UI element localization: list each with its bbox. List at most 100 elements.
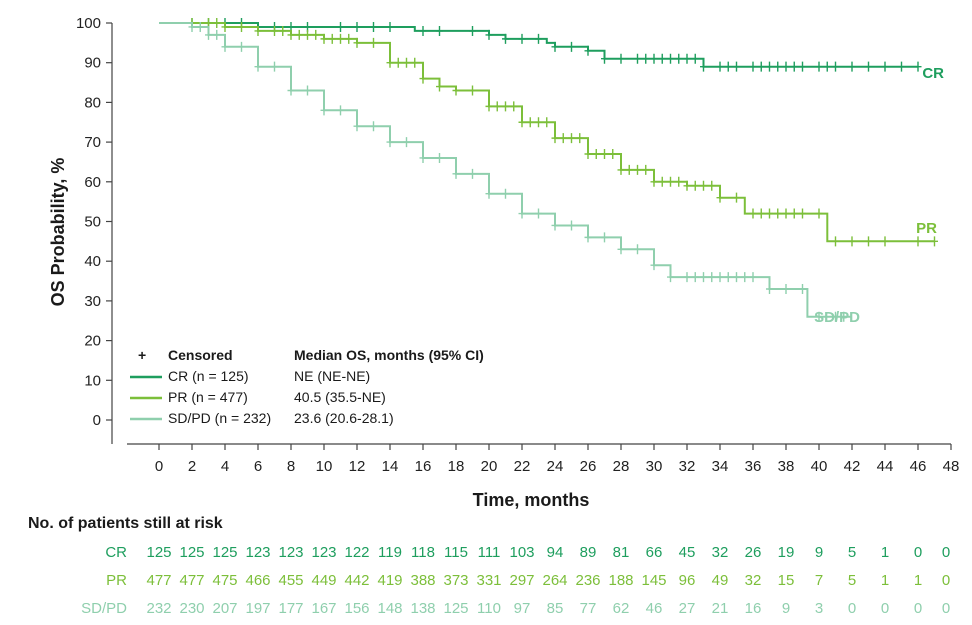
legend-median-value: 23.6 (20.6-28.1) bbox=[294, 410, 394, 426]
censor-mark bbox=[510, 101, 518, 112]
risk-count: 9 bbox=[782, 600, 790, 617]
censor-mark bbox=[518, 33, 526, 44]
censor-mark bbox=[749, 272, 757, 283]
risk-count: 85 bbox=[547, 600, 564, 617]
censor-mark bbox=[419, 152, 427, 163]
censor-mark bbox=[221, 21, 229, 32]
censor-mark bbox=[213, 18, 221, 28]
censor-mark bbox=[485, 188, 493, 199]
x-tick-label: 42 bbox=[844, 458, 861, 475]
risk-count: 16 bbox=[745, 600, 762, 617]
y-tick-label: 100 bbox=[76, 15, 101, 32]
censor-mark bbox=[353, 37, 361, 48]
risk-count: 19 bbox=[778, 544, 795, 561]
legend-series-label: SD/PD (n = 232) bbox=[168, 410, 271, 426]
risk-count: 81 bbox=[613, 544, 630, 561]
censor-mark bbox=[642, 164, 650, 175]
risk-count: 264 bbox=[542, 572, 567, 589]
censor-mark bbox=[658, 176, 666, 187]
risk-row-label: SD/PD bbox=[81, 600, 127, 617]
risk-row-label: CR bbox=[105, 544, 127, 561]
censor-mark bbox=[650, 260, 658, 271]
censor-mark bbox=[287, 29, 295, 40]
censor-mark bbox=[617, 244, 625, 255]
censor-mark bbox=[757, 61, 765, 72]
censor-mark bbox=[601, 149, 608, 160]
risk-row-label: PR bbox=[106, 572, 127, 589]
censor-mark bbox=[823, 61, 831, 72]
x-tick-label: 12 bbox=[349, 458, 366, 475]
censor-mark bbox=[584, 149, 592, 160]
x-tick-label: 36 bbox=[745, 458, 762, 475]
risk-count: 115 bbox=[444, 544, 468, 561]
x-tick-label: 20 bbox=[481, 458, 498, 475]
risk-count: 232 bbox=[146, 600, 171, 617]
risk-count: 111 bbox=[478, 544, 501, 561]
x-tick-label: 48 bbox=[943, 458, 960, 475]
censor-mark bbox=[865, 236, 872, 247]
censor-mark bbox=[774, 208, 782, 219]
x-tick-label: 6 bbox=[254, 458, 262, 475]
censor-mark bbox=[724, 272, 732, 283]
risk-count: 103 bbox=[509, 544, 534, 561]
censor-mark bbox=[667, 53, 674, 64]
censor-mark bbox=[708, 272, 716, 283]
y-tick-label: 80 bbox=[84, 94, 101, 111]
risk-count: 177 bbox=[278, 600, 303, 617]
risk-count: 125 bbox=[443, 600, 468, 617]
censor-mark bbox=[469, 25, 476, 36]
censor-mark bbox=[279, 25, 287, 36]
x-axis-title: Time, months bbox=[473, 490, 590, 510]
risk-count: 207 bbox=[212, 600, 237, 617]
risk-count: 96 bbox=[679, 572, 696, 589]
km-curve-pr bbox=[159, 22, 935, 243]
censor-mark bbox=[205, 29, 212, 40]
censor-mark bbox=[799, 208, 806, 219]
censor-mark bbox=[543, 117, 551, 128]
censor-mark bbox=[386, 21, 394, 32]
x-tick-label: 40 bbox=[811, 458, 828, 475]
censor-mark bbox=[667, 176, 674, 187]
censor-mark bbox=[584, 232, 592, 243]
censor-mark bbox=[691, 53, 699, 64]
risk-count: 0 bbox=[881, 600, 889, 617]
censor-mark bbox=[914, 236, 922, 247]
censor-mark bbox=[213, 29, 221, 40]
censor-mark bbox=[832, 236, 839, 247]
risk-count: 125 bbox=[212, 544, 237, 561]
risk-count: 62 bbox=[613, 600, 630, 617]
censor-mark bbox=[568, 220, 575, 231]
censor-mark bbox=[675, 53, 683, 64]
risk-count: 477 bbox=[146, 572, 171, 589]
censor-mark bbox=[370, 121, 377, 132]
risk-count: 388 bbox=[410, 572, 435, 589]
risk-count: 0 bbox=[942, 600, 950, 617]
risk-count: 442 bbox=[344, 572, 369, 589]
risk-count: 1 bbox=[881, 544, 889, 561]
x-tick-label: 38 bbox=[778, 458, 795, 475]
censor-mark bbox=[559, 133, 567, 144]
censor-mark bbox=[370, 37, 377, 48]
censor-mark bbox=[502, 101, 509, 112]
risk-count: 5 bbox=[848, 572, 856, 589]
censor-mark bbox=[353, 21, 361, 32]
censor-mark bbox=[733, 61, 740, 72]
x-tick-label: 14 bbox=[382, 458, 399, 475]
y-tick-label: 40 bbox=[84, 253, 101, 270]
risk-count: 156 bbox=[344, 600, 369, 617]
x-tick-label: 16 bbox=[415, 458, 432, 475]
censor-mark bbox=[436, 81, 443, 92]
censor-mark bbox=[683, 53, 691, 64]
risk-count: 66 bbox=[646, 544, 663, 561]
risk-count: 148 bbox=[377, 600, 402, 617]
censor-mark bbox=[493, 101, 501, 112]
legend-series-label: PR (n = 477) bbox=[168, 389, 248, 405]
risk-count: 0 bbox=[914, 600, 922, 617]
censor-mark bbox=[337, 33, 344, 44]
x-tick-label: 26 bbox=[580, 458, 597, 475]
censor-mark bbox=[221, 41, 229, 52]
y-tick-label: 70 bbox=[84, 134, 101, 151]
risk-count: 0 bbox=[942, 572, 950, 589]
risk-count: 119 bbox=[378, 544, 402, 561]
censor-mark bbox=[551, 41, 559, 52]
